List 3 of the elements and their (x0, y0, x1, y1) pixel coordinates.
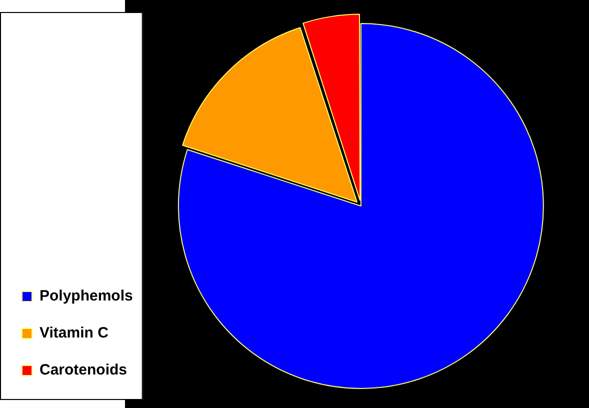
legend-label: Carotenoids (40, 362, 128, 379)
legend-label: Vitamin C (40, 324, 109, 342)
legend-label: Polyphemols (40, 288, 133, 305)
